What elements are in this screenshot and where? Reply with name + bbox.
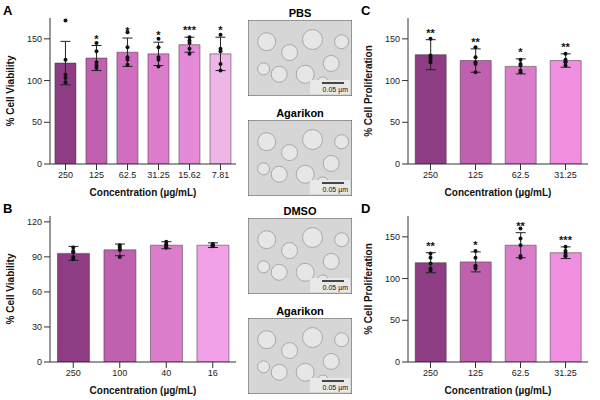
svg-text:Concentration (µg/mL): Concentration (µg/mL) <box>445 385 552 396</box>
svg-text:250: 250 <box>423 368 438 378</box>
svg-text:7.81: 7.81 <box>212 170 230 180</box>
svg-text:0.05 µm: 0.05 µm <box>323 384 349 392</box>
svg-text:0.05 µm: 0.05 µm <box>323 86 349 94</box>
svg-text:**: ** <box>426 27 435 39</box>
svg-text:120: 120 <box>27 217 42 227</box>
html-text:B: B <box>3 201 13 216</box>
svg-text:250: 250 <box>423 170 438 180</box>
html-text:Agarikon: Agarikon <box>276 107 324 119</box>
html-text:C: C <box>361 3 371 18</box>
svg-text:30: 30 <box>32 322 42 332</box>
svg-text:250: 250 <box>66 368 81 378</box>
html-text:A: A <box>3 3 13 18</box>
svg-text:50: 50 <box>390 315 400 325</box>
svg-text:% Cell Viability: % Cell Viability <box>5 55 16 126</box>
svg-text:*: * <box>94 33 99 45</box>
svg-text:0.05 µm: 0.05 µm <box>323 284 349 292</box>
svg-text:Concentration (µg/mL): Concentration (µg/mL) <box>90 385 197 396</box>
svg-text:Concentration (µg/mL): Concentration (µg/mL) <box>445 187 552 198</box>
html-text:Agarikon: Agarikon <box>276 305 324 317</box>
svg-text:31.25: 31.25 <box>554 368 577 378</box>
svg-text:150: 150 <box>27 34 42 44</box>
svg-text:62.5: 62.5 <box>119 170 137 180</box>
svg-text:150: 150 <box>385 34 400 44</box>
svg-text:60: 60 <box>32 287 42 297</box>
svg-text:Concentration (µg/mL): Concentration (µg/mL) <box>90 187 197 198</box>
svg-text:0.05 µm: 0.05 µm <box>323 186 349 194</box>
svg-text:150: 150 <box>385 232 400 242</box>
svg-text:**: ** <box>516 220 525 232</box>
html-text:DMSO: DMSO <box>283 205 317 217</box>
html-text:PBS: PBS <box>288 7 312 19</box>
svg-text:100: 100 <box>112 368 127 378</box>
svg-text:100: 100 <box>385 76 400 86</box>
svg-text:***: *** <box>559 234 573 246</box>
svg-text:125: 125 <box>89 170 104 180</box>
svg-text:*: * <box>156 29 161 41</box>
svg-text:*: * <box>518 46 523 58</box>
svg-text:100: 100 <box>385 274 400 284</box>
svg-text:***: *** <box>183 24 197 36</box>
html-text:D: D <box>361 201 371 216</box>
svg-text:62.5: 62.5 <box>512 170 530 180</box>
svg-text:0: 0 <box>395 357 400 367</box>
svg-text:0: 0 <box>37 357 42 367</box>
svg-text:90: 90 <box>32 252 42 262</box>
svg-text:62.5: 62.5 <box>512 368 530 378</box>
svg-text:125: 125 <box>468 170 483 180</box>
svg-text:0: 0 <box>37 159 42 169</box>
svg-text:**: ** <box>471 36 480 48</box>
svg-text:0: 0 <box>395 159 400 169</box>
svg-text:31.25: 31.25 <box>147 170 170 180</box>
svg-text:50: 50 <box>390 117 400 127</box>
svg-text:**: ** <box>426 240 435 252</box>
svg-text:100: 100 <box>27 76 42 86</box>
svg-text:*: * <box>218 24 223 36</box>
svg-text:125: 125 <box>468 368 483 378</box>
svg-text:16: 16 <box>208 368 218 378</box>
svg-text:40: 40 <box>161 368 171 378</box>
svg-text:% Cell Proliferation: % Cell Proliferation <box>363 45 374 137</box>
svg-text:**: ** <box>561 41 570 53</box>
svg-text:250: 250 <box>58 170 73 180</box>
svg-text:% Cell Viability: % Cell Viability <box>5 253 16 324</box>
svg-text:% Cell Proliferation: % Cell Proliferation <box>363 243 374 335</box>
svg-text:*: * <box>473 239 478 251</box>
svg-text:15.62: 15.62 <box>178 170 201 180</box>
svg-text:50: 50 <box>32 117 42 127</box>
svg-text:31.25: 31.25 <box>554 170 577 180</box>
svg-text:*: * <box>125 25 130 37</box>
